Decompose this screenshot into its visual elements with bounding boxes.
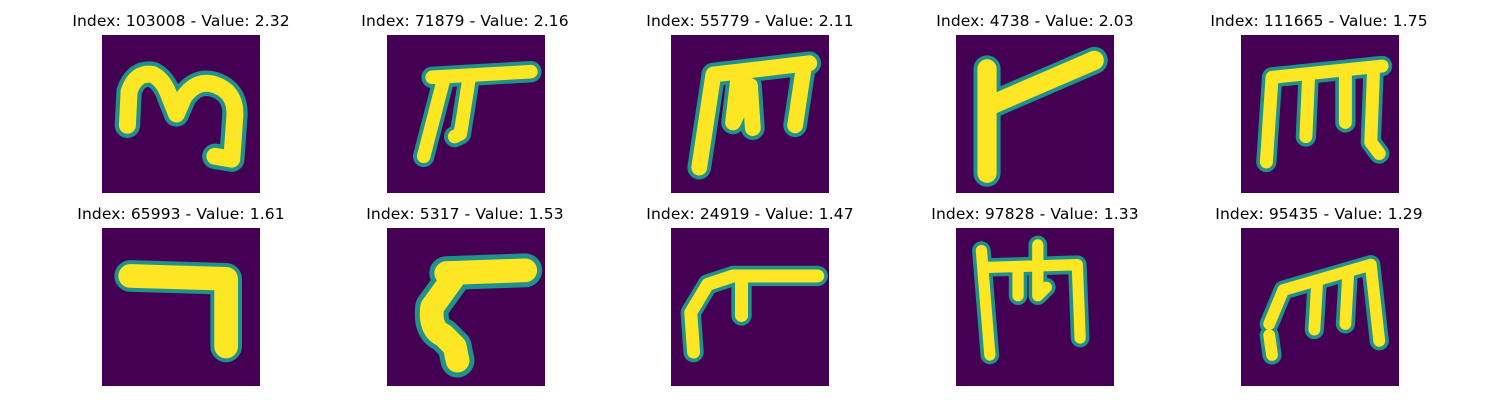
sample-image [387,35,545,193]
glyph-drawing [1256,55,1393,173]
glyph-drawing [972,235,1090,365]
glyph-drawing [687,51,822,180]
sample-title: Index: 24919 - Value: 1.47 [646,205,854,223]
sample-title: Index: 71879 - Value: 2.16 [361,12,569,30]
sample-image [102,228,260,386]
sample-image [102,35,260,193]
sample-image [956,35,1114,193]
sample-title: Index: 4738 - Value: 2.03 [936,12,1134,30]
sample-image [956,228,1114,386]
sample-title: Index: 65993 - Value: 1.61 [77,205,285,223]
glyph-drawing [114,260,242,363]
sample-title: Index: 97828 - Value: 1.33 [931,205,1139,223]
glyph-drawing [414,253,543,378]
glyph-drawing [412,60,542,168]
sample-title: Index: 95435 - Value: 1.29 [1215,205,1423,223]
sample-title: Index: 55779 - Value: 2.11 [646,12,854,30]
glyph-drawing [114,61,248,172]
sample-title: Index: 5317 - Value: 1.53 [366,205,564,223]
sample-image [387,228,545,386]
glyph-drawing [973,46,1108,187]
sample-title: Index: 103008 - Value: 2.32 [72,12,290,30]
glyph-drawing [1259,255,1389,365]
glyph-drawing [680,265,828,363]
sample-image [671,35,829,193]
sample-title: Index: 111665 - Value: 1.75 [1210,12,1428,30]
sample-image [1241,228,1399,386]
sample-image [671,228,829,386]
sample-image [1241,35,1399,193]
